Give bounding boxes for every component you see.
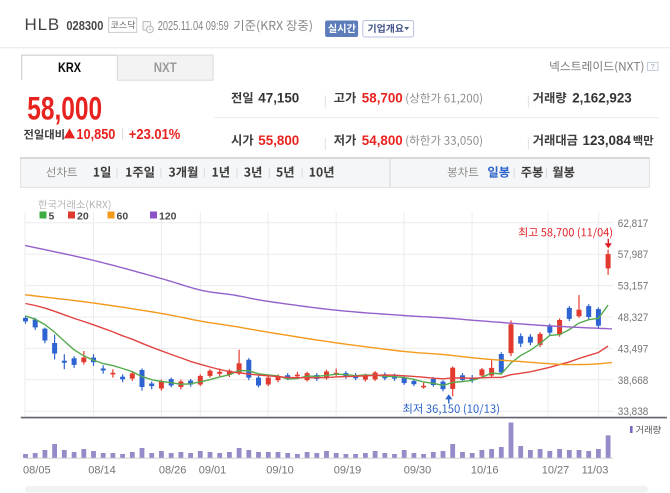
svg-text:10,850: 10,850 bbox=[76, 126, 115, 143]
svg-text:54,800: 54,800 bbox=[362, 133, 403, 148]
svg-text:10/27: 10/27 bbox=[542, 464, 570, 476]
svg-text:2,162,923: 2,162,923 bbox=[572, 91, 632, 106]
svg-text:028300: 028300 bbox=[66, 18, 103, 33]
svg-text:11/03: 11/03 bbox=[582, 464, 609, 476]
svg-text:120: 120 bbox=[159, 211, 177, 223]
svg-text:08/14: 08/14 bbox=[88, 464, 116, 476]
svg-text:62,817: 62,817 bbox=[618, 218, 649, 230]
svg-text:55,800: 55,800 bbox=[258, 133, 299, 148]
svg-text:57,987: 57,987 bbox=[618, 249, 649, 261]
svg-text:09/19: 09/19 bbox=[334, 464, 362, 476]
svg-text:HLB: HLB bbox=[25, 15, 60, 34]
svg-text:58,700: 58,700 bbox=[362, 91, 403, 106]
svg-text:123,084: 123,084 bbox=[583, 133, 632, 148]
svg-text:08/26: 08/26 bbox=[159, 464, 187, 476]
svg-text:2025.11.04 09:59: 2025.11.04 09:59 bbox=[158, 19, 229, 33]
svg-text:58,000: 58,000 bbox=[27, 91, 102, 127]
svg-text:09/01: 09/01 bbox=[199, 464, 227, 476]
svg-text:08/05: 08/05 bbox=[23, 464, 51, 476]
svg-text:09/30: 09/30 bbox=[404, 464, 432, 476]
svg-text:KRX: KRX bbox=[58, 60, 81, 75]
svg-text:43,497: 43,497 bbox=[618, 343, 649, 355]
svg-text:09/10: 09/10 bbox=[266, 464, 294, 476]
svg-text:20: 20 bbox=[77, 211, 89, 223]
svg-text:5: 5 bbox=[49, 211, 55, 223]
svg-text:48,327: 48,327 bbox=[618, 312, 649, 324]
svg-text:NXT: NXT bbox=[154, 60, 178, 75]
svg-text:?: ? bbox=[651, 62, 655, 71]
svg-text:38,668: 38,668 bbox=[618, 375, 649, 387]
svg-text:10/16: 10/16 bbox=[471, 464, 499, 476]
svg-text:60: 60 bbox=[117, 211, 129, 223]
svg-text:47,150: 47,150 bbox=[258, 91, 299, 106]
svg-text:53,157: 53,157 bbox=[618, 281, 649, 293]
svg-text:33,838: 33,838 bbox=[618, 406, 649, 418]
svg-text:+23.01%: +23.01% bbox=[129, 126, 181, 143]
